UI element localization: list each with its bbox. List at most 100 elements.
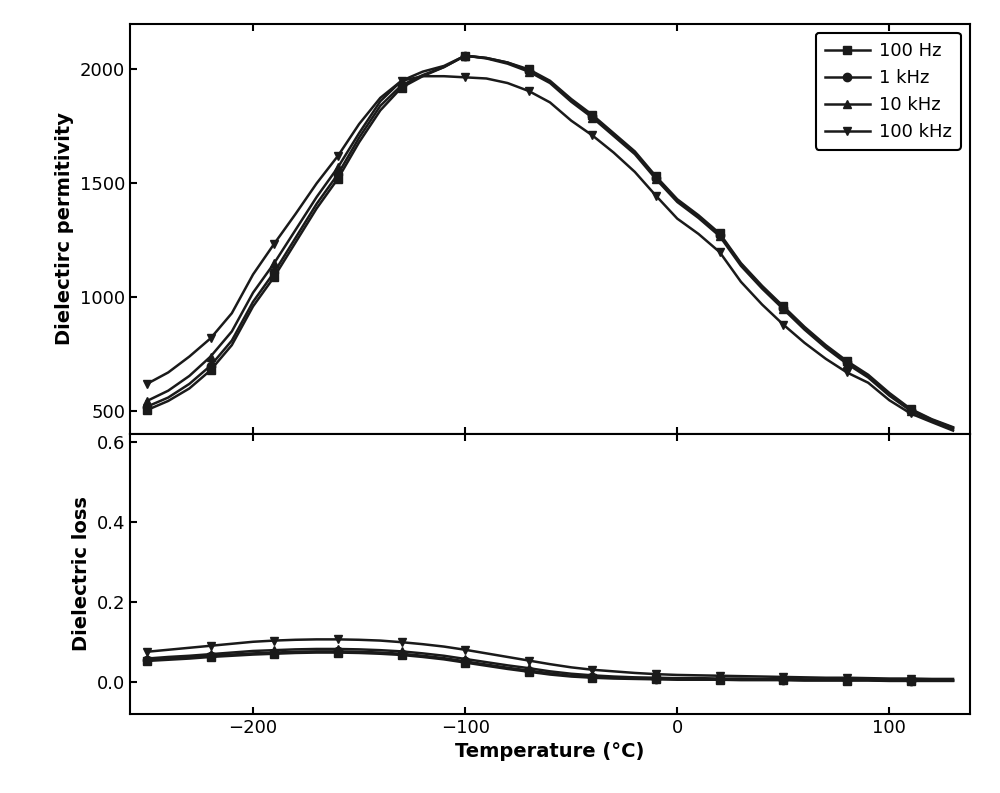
100 Hz <box>777 676 789 685</box>
10 kHz <box>544 79 556 88</box>
1 kHz <box>459 657 471 666</box>
10 kHz <box>205 352 217 362</box>
100 Hz <box>480 53 492 63</box>
10 kHz <box>947 424 959 434</box>
1 kHz <box>841 358 853 367</box>
10 kHz <box>777 674 789 684</box>
100 Hz <box>799 322 811 331</box>
1 kHz <box>247 649 259 658</box>
100 kHz <box>247 270 259 279</box>
10 kHz <box>650 673 662 683</box>
100 kHz <box>756 300 768 309</box>
10 kHz <box>692 673 704 683</box>
1 kHz <box>523 666 535 676</box>
100 kHz <box>162 368 174 377</box>
100 kHz <box>565 116 577 125</box>
1 kHz <box>777 675 789 684</box>
100 Hz <box>183 653 195 663</box>
10 kHz <box>289 645 301 654</box>
100 kHz <box>692 229 704 239</box>
100 kHz <box>374 636 386 646</box>
100 Hz <box>692 210 704 220</box>
1 kHz <box>523 66 535 75</box>
10 kHz <box>417 67 429 76</box>
100 kHz <box>289 209 301 219</box>
Line: 100 Hz: 100 Hz <box>143 52 957 431</box>
100 Hz <box>777 301 789 311</box>
100 Hz <box>289 648 301 657</box>
100 kHz <box>480 74 492 83</box>
100 Hz <box>544 76 556 86</box>
1 kHz <box>459 51 471 60</box>
10 kHz <box>332 644 344 653</box>
100 kHz <box>141 379 153 389</box>
100 kHz <box>162 645 174 654</box>
100 Hz <box>926 676 938 686</box>
100 kHz <box>820 673 832 683</box>
100 Hz <box>162 655 174 665</box>
100 kHz <box>544 98 556 107</box>
10 kHz <box>841 675 853 684</box>
1 kHz <box>374 101 386 110</box>
100 kHz <box>353 119 365 128</box>
10 kHz <box>671 673 683 683</box>
1 kHz <box>502 58 514 67</box>
100 Hz <box>162 396 174 406</box>
10 kHz <box>374 97 386 106</box>
100 Hz <box>841 676 853 685</box>
100 Hz <box>756 281 768 290</box>
100 kHz <box>502 79 514 88</box>
1 kHz <box>565 95 577 105</box>
100 Hz <box>862 370 874 380</box>
100 Hz <box>417 652 429 661</box>
100 kHz <box>650 191 662 201</box>
1 kHz <box>226 335 238 345</box>
10 kHz <box>608 672 620 681</box>
1 kHz <box>671 196 683 205</box>
100 kHz <box>353 635 365 645</box>
100 kHz <box>714 247 726 257</box>
100 kHz <box>332 151 344 161</box>
100 kHz <box>226 308 238 318</box>
1 kHz <box>311 646 323 656</box>
100 kHz <box>841 673 853 683</box>
10 kHz <box>756 674 768 684</box>
10 kHz <box>162 652 174 661</box>
10 kHz <box>735 261 747 270</box>
1 kHz <box>629 147 641 157</box>
100 kHz <box>947 426 959 435</box>
100 Hz <box>544 670 556 680</box>
100 kHz <box>247 637 259 646</box>
10 kHz <box>565 97 577 106</box>
1 kHz <box>480 660 492 669</box>
100 Hz <box>311 204 323 213</box>
100 kHz <box>268 636 280 646</box>
100 kHz <box>692 671 704 680</box>
100 kHz <box>544 660 556 669</box>
100 kHz <box>459 73 471 82</box>
100 Hz <box>417 71 429 81</box>
1 kHz <box>883 389 895 399</box>
100 kHz <box>586 665 598 675</box>
1 kHz <box>692 212 704 221</box>
100 Hz <box>459 658 471 668</box>
1 kHz <box>926 415 938 424</box>
1 kHz <box>608 673 620 683</box>
1 kHz <box>756 282 768 292</box>
10 kHz <box>311 192 323 201</box>
10 kHz <box>374 646 386 655</box>
10 kHz <box>905 406 917 416</box>
10 kHz <box>311 644 323 653</box>
1 kHz <box>417 651 429 661</box>
100 Hz <box>947 676 959 686</box>
10 kHz <box>735 674 747 684</box>
100 Hz <box>374 105 386 115</box>
100 kHz <box>947 674 959 684</box>
100 kHz <box>862 673 874 683</box>
10 kHz <box>502 59 514 68</box>
1 kHz <box>289 233 301 243</box>
1 kHz <box>226 649 238 659</box>
100 kHz <box>756 672 768 681</box>
1 kHz <box>799 676 811 685</box>
10 kHz <box>799 675 811 684</box>
